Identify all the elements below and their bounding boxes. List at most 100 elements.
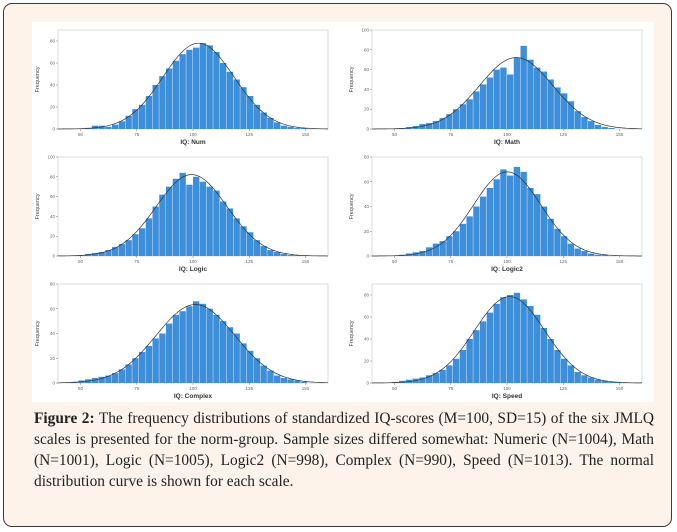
bar	[105, 375, 112, 383]
bar	[274, 252, 281, 256]
x-tick-label: 125	[559, 132, 567, 137]
bar	[534, 314, 541, 383]
x-axis-label: IQ: Num	[180, 139, 205, 146]
bar	[453, 109, 460, 129]
bar	[112, 124, 119, 129]
bar	[480, 321, 487, 383]
bar	[152, 206, 159, 256]
bar	[601, 254, 608, 256]
bar	[166, 68, 173, 129]
bar	[166, 186, 173, 256]
bar	[493, 303, 500, 383]
y-tick-label: 100	[47, 155, 55, 160]
bar	[534, 67, 541, 129]
bar	[193, 176, 200, 256]
histogram-panel: 0 20 40 60 80 50 75 100 125 150 IQ: Speed Frequency	[349, 283, 643, 400]
bar	[220, 63, 227, 129]
bar	[172, 60, 180, 129]
bar	[446, 236, 453, 256]
y-tick-label: 80	[364, 47, 370, 52]
bar	[513, 292, 521, 383]
bar	[426, 123, 433, 129]
bar	[118, 121, 126, 129]
bar	[145, 345, 153, 383]
bar	[294, 127, 301, 129]
y-tick-label: 40	[364, 87, 370, 92]
bar	[247, 96, 254, 129]
bar	[520, 45, 527, 130]
caption: Figure 2: The frequency distributions of…	[34, 408, 654, 492]
bar	[588, 121, 595, 129]
bar	[166, 323, 173, 383]
bar	[567, 101, 575, 129]
x-tick-label: 50	[392, 259, 398, 264]
bar	[139, 228, 146, 256]
bar	[233, 218, 240, 256]
normal-curve	[58, 174, 329, 257]
bar	[480, 84, 487, 129]
x-tick-label: 125	[559, 386, 567, 391]
bar	[513, 166, 521, 256]
normal-curve	[372, 57, 642, 130]
bar	[267, 250, 274, 256]
bar	[193, 47, 200, 129]
bar	[540, 206, 548, 256]
bar	[240, 87, 247, 129]
bar	[507, 175, 514, 256]
bar	[98, 376, 105, 383]
bar	[507, 74, 514, 129]
bar	[159, 333, 166, 383]
normal-curve	[58, 304, 328, 384]
y-tick-label: 80	[364, 155, 370, 160]
y-tick-label: 0	[52, 127, 55, 132]
bar	[220, 321, 227, 383]
x-tick-label: 75	[448, 259, 454, 264]
y-axis-label: Frequency	[35, 193, 41, 219]
bar	[561, 93, 568, 129]
bar	[500, 297, 507, 383]
caption-text: The frequency distributions of standardi…	[34, 410, 654, 490]
y-tick-label: 20	[364, 229, 370, 234]
x-axis-label: IQ: Logic	[179, 266, 208, 273]
bar	[240, 343, 247, 383]
bar	[159, 194, 166, 256]
bar	[534, 194, 541, 256]
bar	[574, 111, 581, 129]
y-tick-label: 40	[364, 337, 370, 342]
bar	[253, 240, 261, 256]
bar	[139, 104, 146, 129]
x-tick-label: 125	[245, 259, 253, 264]
bar	[186, 49, 193, 129]
bar	[432, 121, 440, 129]
bar	[287, 379, 294, 383]
bar	[453, 358, 460, 383]
bar	[594, 254, 602, 256]
bar	[186, 306, 193, 383]
bar	[213, 52, 220, 129]
x-tick-label: 75	[134, 132, 140, 137]
bar	[466, 339, 473, 383]
y-tick-label: 60	[364, 67, 370, 72]
x-tick-label: 50	[392, 132, 398, 137]
bar	[594, 125, 602, 129]
bar	[581, 251, 588, 256]
normal-curve	[372, 171, 642, 257]
y-tick-label: 40	[50, 331, 56, 336]
bar	[280, 254, 288, 256]
bar	[561, 358, 568, 383]
bar	[105, 126, 112, 129]
bar	[152, 85, 159, 129]
y-tick-label: 0	[366, 254, 369, 259]
bar	[91, 378, 99, 383]
bar	[547, 339, 554, 383]
x-tick-label: 125	[559, 259, 567, 264]
figure-panels: 0 20 40 60 80 50 75 100 125 150 IQ: Num Frequency 0 2…	[32, 22, 654, 402]
bar	[520, 299, 527, 383]
bar	[260, 112, 267, 129]
bar	[486, 312, 494, 383]
bar	[260, 365, 267, 383]
bar	[112, 247, 119, 256]
bar	[118, 244, 126, 256]
bar	[91, 125, 99, 129]
x-tick-label: 150	[616, 259, 624, 264]
